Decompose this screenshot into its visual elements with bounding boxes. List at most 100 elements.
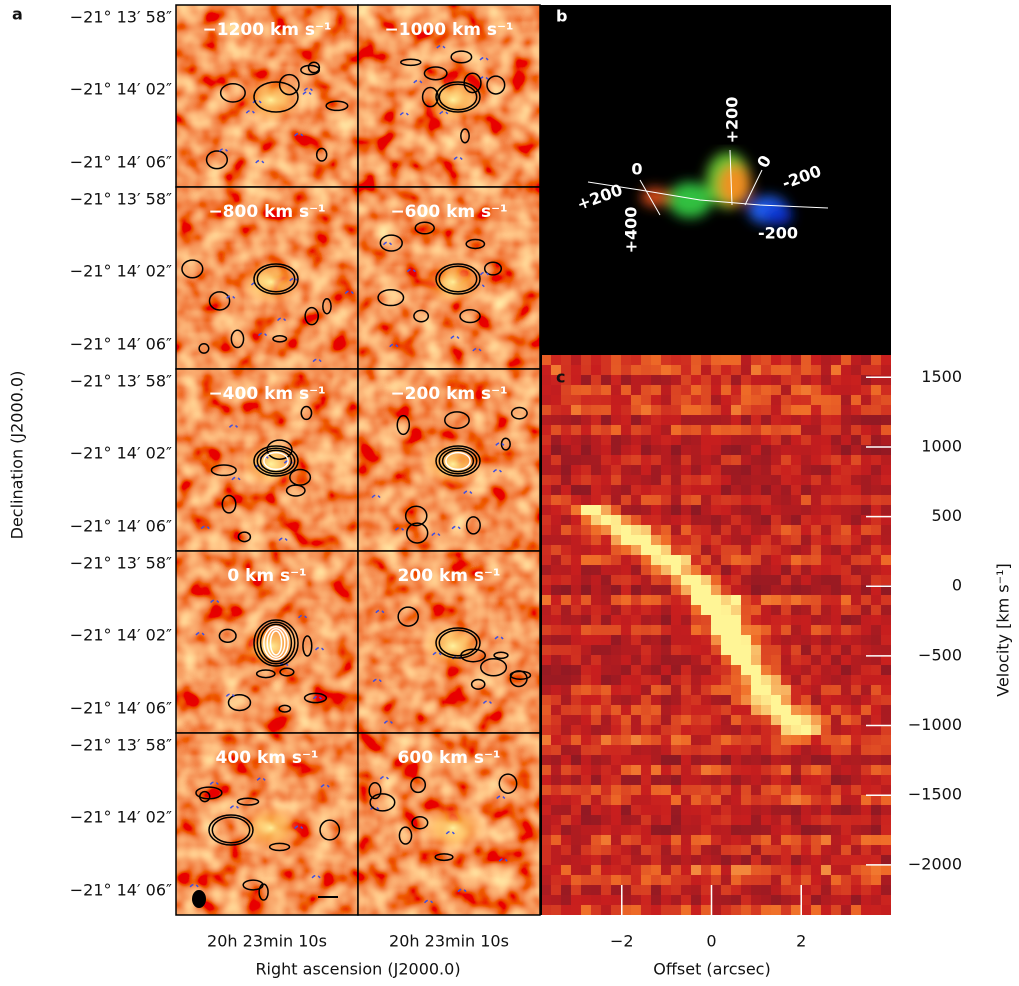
pv-pixel — [841, 695, 851, 705]
pv-pixel — [621, 885, 631, 895]
pv-pixel — [581, 715, 591, 725]
pv-pixel — [841, 605, 851, 615]
pv-pixel — [851, 845, 861, 855]
y-tick-label: −21° 14′ 06″ — [70, 699, 172, 718]
pv-pixel — [771, 555, 781, 565]
pv-pixel — [631, 645, 641, 655]
pv-pixel — [701, 355, 711, 365]
pv-pixel — [841, 825, 851, 835]
x-axis-label: Right ascension (J2000.0) — [255, 960, 460, 979]
y-tick-label: −21° 13′ 58″ — [70, 190, 172, 209]
pv-pixel — [791, 355, 801, 365]
pv-pixel — [881, 825, 891, 835]
pv-pixel — [841, 875, 851, 885]
pv-pixel — [551, 685, 561, 695]
pv-pixel — [601, 565, 611, 575]
pv-pixel — [731, 615, 741, 625]
pv-pixel — [731, 395, 741, 405]
pv-pixel — [791, 875, 801, 885]
pv-pixel — [611, 865, 621, 875]
pv-pixel — [851, 745, 861, 755]
pv-pixel — [871, 595, 881, 605]
pv-pixel — [771, 465, 781, 475]
pv-pixel — [791, 775, 801, 785]
pv-pixel — [651, 595, 661, 605]
pv-pixel — [811, 575, 821, 585]
pv-pixel — [711, 425, 721, 435]
pv-pixel — [801, 465, 811, 475]
pv-pixel — [851, 515, 861, 525]
pv-pixel — [761, 595, 771, 605]
pv-pixel — [721, 815, 731, 825]
pv-pixel — [681, 385, 691, 395]
negative-contour — [189, 883, 199, 888]
pv-pixel — [791, 855, 801, 865]
pv-pixel — [681, 585, 691, 595]
pv-pixel — [621, 665, 631, 675]
pv-pixel — [861, 845, 871, 855]
pv-pixel — [641, 805, 651, 815]
pv-pixel — [631, 405, 641, 415]
pv-pixel — [641, 655, 651, 665]
pv-pixel — [711, 375, 721, 385]
pv-pixel — [651, 635, 661, 645]
pv-pixel — [731, 755, 741, 765]
pv-pixel — [731, 665, 741, 675]
pv-pixel — [781, 525, 791, 535]
pv-pixel — [881, 365, 891, 375]
pv-pixel — [801, 765, 811, 775]
pv-pixel — [791, 765, 801, 775]
pv-pixel — [581, 595, 591, 605]
contour — [406, 522, 429, 544]
pv-pixel — [761, 575, 771, 585]
pv-pixel — [701, 755, 711, 765]
pv-pixel — [861, 575, 871, 585]
pv-pixel — [731, 555, 741, 565]
pv-pixel — [561, 825, 571, 835]
pv-pixel — [721, 595, 731, 605]
pv-pixel — [611, 845, 621, 855]
pv-pixel — [571, 665, 581, 675]
contour — [258, 883, 269, 901]
pv-pixel — [591, 575, 601, 585]
negative-contour — [457, 888, 467, 893]
pv-pixel — [681, 715, 691, 725]
pv-pixel — [731, 745, 741, 755]
pv-pixel — [801, 625, 811, 635]
pv-pixel — [801, 355, 811, 365]
pv-pixel — [681, 435, 691, 445]
pv-pixel — [601, 525, 611, 535]
negative-contour — [226, 295, 236, 299]
pv-pixel — [861, 765, 871, 775]
pv-pixel — [631, 435, 641, 445]
pv-pixel — [631, 655, 641, 665]
pv-pixel — [781, 555, 791, 565]
pv-pixel — [701, 385, 711, 395]
pv-pixel — [861, 365, 871, 375]
pv-pixel — [871, 605, 881, 615]
pv-pixel — [591, 365, 601, 375]
pv-pixel — [611, 535, 621, 545]
beam — [192, 890, 206, 908]
pv-pixel — [751, 375, 761, 385]
pv-pixel — [751, 875, 761, 885]
pv-pixel — [781, 445, 791, 455]
pv-pixel — [641, 365, 651, 375]
pv-pixel — [741, 415, 751, 425]
pv-pixel — [801, 675, 811, 685]
pv-pixel — [771, 425, 781, 435]
velocity-map — [641, 152, 792, 225]
pv-pixel — [741, 645, 751, 655]
pv-pixel — [721, 905, 731, 915]
pv-pixel — [551, 785, 561, 795]
pv-pixel — [581, 895, 591, 905]
pv-pixel — [671, 665, 681, 675]
pv-pixel — [641, 535, 651, 545]
pv-pixel — [701, 535, 711, 545]
pv-pixel — [581, 695, 591, 705]
pv-pixel — [831, 835, 841, 845]
contour — [304, 306, 319, 326]
pv-pixel — [591, 785, 601, 795]
pv-pixel — [591, 645, 601, 655]
pv-pixel — [791, 675, 801, 685]
